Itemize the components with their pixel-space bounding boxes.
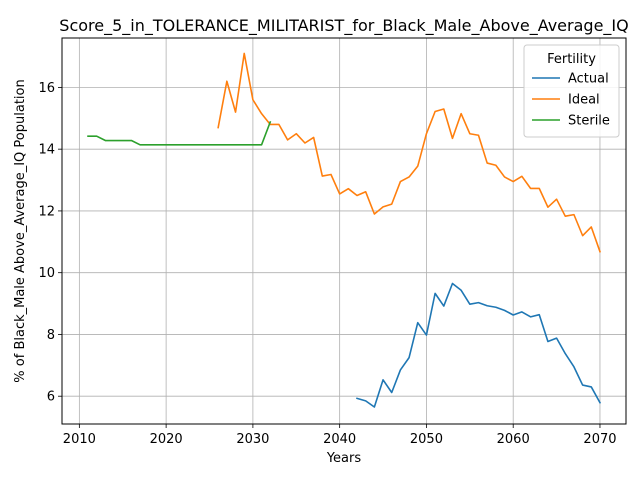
- legend-label-ideal: Ideal: [568, 93, 600, 108]
- x-tick-label: 2020: [150, 432, 183, 447]
- chart-title: Score_5_in_TOLERANCE_MILITARIST_for_Blac…: [59, 16, 628, 36]
- grid: [62, 38, 626, 424]
- x-tick-label: 2060: [497, 432, 530, 447]
- series-line-actual: [356, 282, 602, 408]
- x-tick-label: 2010: [63, 432, 96, 447]
- x-tick-label: 2040: [323, 432, 356, 447]
- series-layer: [87, 52, 602, 408]
- axis-ticks: 2010 2020 2030 2040 2050 2060 2070 6 8 10 12 14 16: [38, 81, 616, 447]
- plot-area: [61, 37, 627, 425]
- y-tick-label: 10: [38, 266, 55, 281]
- y-tick-label: 6: [47, 390, 55, 405]
- x-tick-label: 2070: [583, 432, 616, 447]
- series-line-sterile: [87, 120, 272, 146]
- legend-title: Fertility: [547, 52, 596, 67]
- y-axis-label: % of Black_Male Above_Average_IQ Populat…: [13, 79, 28, 382]
- legend-label-actual: Actual: [568, 72, 609, 87]
- x-tick-label: 2050: [410, 432, 443, 447]
- y-tick-label: 12: [38, 204, 55, 219]
- legend-label-sterile: Sterile: [568, 114, 610, 129]
- y-tick-label: 14: [38, 143, 55, 158]
- y-tick-label: 16: [38, 81, 55, 96]
- series-line-ideal: [217, 52, 601, 253]
- x-tick-label: 2030: [236, 432, 269, 447]
- legend: Fertility Actual Ideal Sterile: [523, 44, 620, 138]
- y-tick-label: 8: [47, 328, 55, 343]
- legend-box: [523, 44, 620, 138]
- x-axis-label: Years: [326, 451, 362, 466]
